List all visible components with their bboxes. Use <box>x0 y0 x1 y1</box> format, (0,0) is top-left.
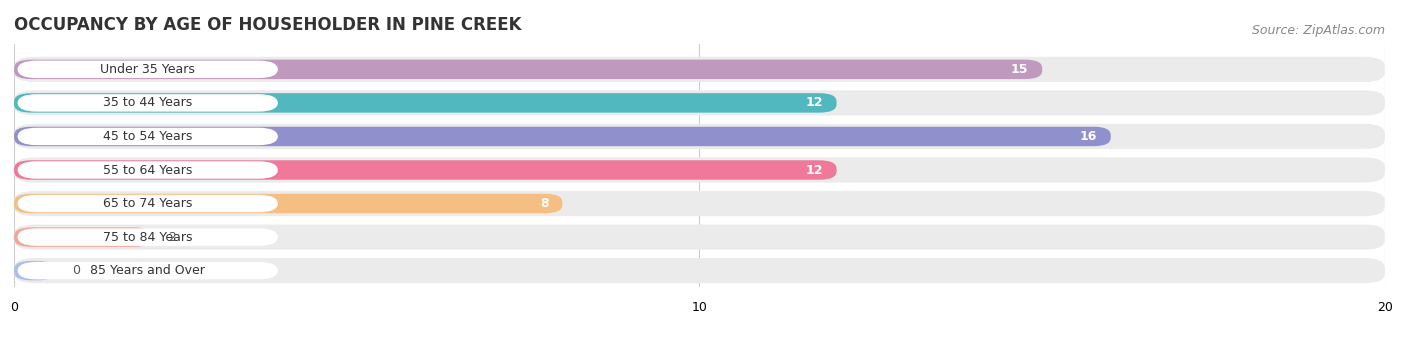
Text: 65 to 74 Years: 65 to 74 Years <box>103 197 193 210</box>
Text: 55 to 64 Years: 55 to 64 Years <box>103 164 193 176</box>
Text: 12: 12 <box>806 97 823 109</box>
FancyBboxPatch shape <box>14 93 837 113</box>
FancyBboxPatch shape <box>14 127 1111 146</box>
Text: 15: 15 <box>1011 63 1029 76</box>
Text: Source: ZipAtlas.com: Source: ZipAtlas.com <box>1251 24 1385 37</box>
FancyBboxPatch shape <box>14 57 1385 82</box>
FancyBboxPatch shape <box>14 194 562 213</box>
FancyBboxPatch shape <box>17 262 278 279</box>
Text: 16: 16 <box>1080 130 1097 143</box>
FancyBboxPatch shape <box>14 124 1385 149</box>
FancyBboxPatch shape <box>14 227 152 247</box>
FancyBboxPatch shape <box>17 94 278 112</box>
Text: OCCUPANCY BY AGE OF HOUSEHOLDER IN PINE CREEK: OCCUPANCY BY AGE OF HOUSEHOLDER IN PINE … <box>14 16 522 34</box>
Text: 12: 12 <box>806 164 823 176</box>
FancyBboxPatch shape <box>17 228 278 246</box>
Text: 75 to 84 Years: 75 to 84 Years <box>103 231 193 243</box>
FancyBboxPatch shape <box>14 258 1385 283</box>
FancyBboxPatch shape <box>17 161 278 179</box>
FancyBboxPatch shape <box>17 128 278 145</box>
FancyBboxPatch shape <box>14 157 1385 183</box>
Text: 8: 8 <box>540 197 548 210</box>
FancyBboxPatch shape <box>17 61 278 78</box>
Text: 2: 2 <box>169 231 176 243</box>
FancyBboxPatch shape <box>14 261 55 280</box>
Text: 35 to 44 Years: 35 to 44 Years <box>103 97 193 109</box>
FancyBboxPatch shape <box>14 59 1042 79</box>
Text: 45 to 54 Years: 45 to 54 Years <box>103 130 193 143</box>
FancyBboxPatch shape <box>14 191 1385 216</box>
FancyBboxPatch shape <box>14 224 1385 250</box>
Text: 0: 0 <box>72 264 80 277</box>
FancyBboxPatch shape <box>17 195 278 212</box>
Text: 85 Years and Over: 85 Years and Over <box>90 264 205 277</box>
Text: Under 35 Years: Under 35 Years <box>100 63 195 76</box>
FancyBboxPatch shape <box>14 90 1385 116</box>
FancyBboxPatch shape <box>14 160 837 180</box>
